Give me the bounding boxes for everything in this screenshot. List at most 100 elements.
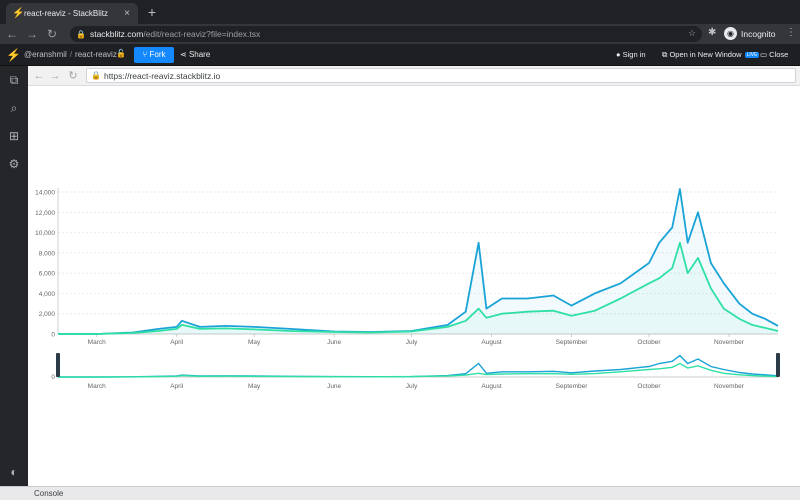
lock-icon: 🔒	[76, 29, 86, 39]
new-tab-button[interactable]: +	[147, 4, 157, 20]
chart-container: 0 2,000 4,000 6,000 8,000 10,000 12,000 14,000 …	[28, 86, 800, 486]
breadcrumb: @eranshmil / react-reaviz	[24, 50, 117, 59]
breadcrumb-project[interactable]: react-reaviz	[75, 50, 117, 59]
extensions-icon[interactable]: ✱	[708, 27, 717, 38]
x-tick-label: September	[556, 339, 589, 346]
brush-x-tick-label: November	[714, 383, 745, 390]
fork-icon: ⑂	[142, 50, 150, 59]
y-tick-label: 12,000	[35, 210, 55, 217]
area-chart: 02,0004,0006,0008,00010,00012,00014,000 …	[35, 188, 780, 390]
brush-x-tick-label: March	[88, 383, 106, 390]
reload-icon[interactable]: ↻	[46, 27, 58, 41]
brush-handle-left[interactable]	[56, 353, 60, 377]
series-line-1	[58, 188, 779, 335]
sign-in-button[interactable]: ● Sign in	[616, 50, 646, 59]
brush-x-tick-label: May	[248, 383, 261, 390]
brush-x-tick-label: June	[327, 383, 341, 390]
series-line-2	[58, 241, 779, 335]
incognito-profile[interactable]: ◉ Incognito	[724, 27, 776, 40]
x-tick-label: August	[481, 339, 501, 346]
x-tick-label: November	[714, 339, 745, 346]
share-label: Share	[188, 50, 211, 59]
x-tick-label: April	[170, 339, 184, 346]
forward-arrow-icon[interactable]: →	[26, 27, 38, 41]
address-bar[interactable]: 🔒 stackblitz.com /edit/react-reaviz?file…	[70, 26, 702, 42]
x-tick-label: June	[327, 339, 341, 346]
breadcrumb-separator: /	[69, 50, 73, 59]
sign-in-label: Sign in	[622, 50, 646, 59]
browser-tab[interactable]: ⚡ react-reaviz - StackBlitz ×	[6, 3, 138, 24]
y-tick-label: 4,000	[39, 291, 56, 298]
y-tick-label: 10,000	[35, 230, 55, 237]
incognito-label: Incognito	[741, 28, 776, 39]
unlock-icon: 🔓	[116, 49, 126, 58]
secure-lock-icon: 🔒	[91, 71, 101, 80]
files-icon[interactable]: ⧉	[9, 73, 19, 87]
series-area-1	[58, 189, 778, 334]
stackblitz-logo-icon[interactable]: ⚡	[6, 48, 21, 62]
fork-button[interactable]: ⑂ Fork	[134, 47, 174, 63]
activity-bar: ⧉ ⌕ ⊞ ⚙ ◐	[0, 66, 28, 486]
brush-x-tick-label: October	[637, 383, 661, 390]
main-grid	[57, 188, 778, 335]
breadcrumb-user[interactable]: @eranshmil	[24, 50, 67, 59]
fork-label: Fork	[149, 50, 166, 59]
browser-toolbar: ← → ↻ 🔒 stackblitz.com /edit/react-reavi…	[0, 24, 800, 44]
preview-url-field[interactable]: 🔒 https://react-reaviz.stackblitz.io	[86, 68, 796, 83]
back-arrow-icon[interactable]: ←	[6, 27, 18, 41]
stackblitz-favicon-icon: ⚡	[12, 8, 25, 19]
github-icon: ●	[616, 50, 623, 59]
brush-handle-right[interactable]	[776, 353, 780, 377]
tab-title: react-reaviz - StackBlitz	[24, 9, 109, 18]
brush-chart[interactable]: 0 March April May June July August September Oct…	[51, 353, 780, 390]
theme-toggle-icon[interactable]: ◐	[10, 465, 18, 479]
console-panel[interactable]: Console	[0, 486, 800, 500]
x-tick-label: October	[637, 339, 661, 346]
preview-toolbar: ← → ↻ 🔒 https://react-reaviz.stackblitz.…	[28, 66, 800, 86]
close-button[interactable]: ▭ Close	[760, 50, 788, 59]
preview-back-icon[interactable]: ←	[33, 70, 45, 82]
incognito-icon: ◉	[724, 27, 737, 40]
settings-gear-icon[interactable]: ⚙	[8, 157, 20, 171]
close-label: Close	[769, 50, 789, 59]
extensions-panel-icon[interactable]: ⊞	[8, 129, 20, 143]
x-tick-label: March	[88, 339, 106, 346]
live-badge: LIVE	[744, 52, 760, 59]
url-host: stackblitz.com	[89, 29, 144, 39]
main-series	[58, 188, 779, 335]
y-tick-label: 14,000	[35, 190, 55, 197]
x-tick-label: May	[248, 339, 261, 346]
tab-close-icon[interactable]: ×	[124, 8, 130, 19]
new-window-icon: ⧉	[662, 50, 670, 59]
search-icon[interactable]: ⌕	[10, 101, 18, 115]
console-label: Console	[34, 489, 64, 498]
main-x-axis: March April May June July August September Octo…	[88, 334, 745, 346]
x-tick-label: July	[406, 339, 418, 346]
main-y-axis: 0 2,000 4,000 6,000 8,000 10,000 12,000 14,000	[35, 190, 55, 339]
preview-pane: ← → ↻ 🔒 https://react-reaviz.stackblitz.…	[28, 66, 800, 486]
url-path: /edit/react-reaviz?file=index.tsx	[143, 29, 261, 39]
star-icon[interactable]: ☆	[687, 28, 696, 38]
share-button[interactable]: ⋖ Share	[180, 47, 210, 63]
brush-x-tick-label: April	[170, 383, 184, 390]
brush-x-tick-label: August	[481, 383, 501, 390]
browser-menu-icon[interactable]: ⋮	[786, 27, 796, 38]
stackblitz-header: ⚡ @eranshmil / react-reaviz 🔓 ⑂ Fork ⋖ Sha…	[0, 44, 800, 66]
y-tick-label: 8,000	[39, 250, 56, 257]
open-new-window-button[interactable]: ⧉ Open in New Window LIVE	[662, 50, 760, 60]
brush-x-tick-label: July	[406, 383, 418, 390]
brush-x-tick-label: September	[556, 383, 589, 390]
brush-series-line-1	[58, 354, 779, 378]
share-icon: ⋖	[180, 50, 189, 59]
open-window-label: Open in New Window	[669, 50, 742, 59]
series-area-2	[58, 242, 778, 334]
brush-series-line-2	[58, 362, 779, 378]
y-tick-label: 6,000	[39, 271, 56, 278]
brush-y-tick-label: 0	[51, 374, 55, 381]
y-tick-label: 0	[51, 332, 55, 339]
preview-reload-icon[interactable]: ↻	[68, 70, 78, 82]
preview-forward-icon[interactable]: →	[49, 70, 61, 82]
y-tick-label: 2,000	[39, 311, 56, 318]
browser-tab-strip: ⚡ react-reaviz - StackBlitz × +	[0, 0, 800, 24]
preview-url: https://react-reaviz.stackblitz.io	[103, 70, 221, 81]
